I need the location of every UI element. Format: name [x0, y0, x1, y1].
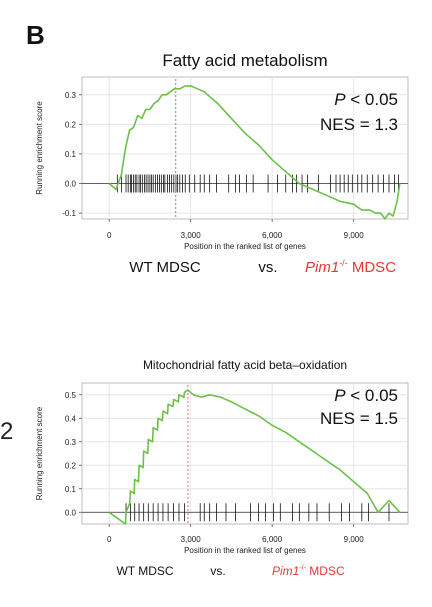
x-tick-label: 9,000	[344, 231, 365, 240]
y-tick-label: 0.1	[65, 150, 77, 159]
y-tick-label: 0.0	[65, 180, 77, 189]
x-tick-label: 3,000	[181, 535, 202, 544]
x-tick-label: 0	[107, 535, 112, 544]
versus-label: vs.	[210, 564, 225, 578]
y-tick-label: 0.2	[65, 461, 77, 470]
panel-label: B	[26, 20, 45, 50]
x-tick-label: 9,000	[344, 535, 365, 544]
stray-mark: 2	[0, 418, 14, 445]
versus-label: vs.	[258, 259, 277, 276]
x-axis-label: Position in the ranked list of genes	[184, 242, 306, 251]
group-right-label: Pim1-/- MDSC	[272, 564, 345, 578]
x-tick-label: 3,000	[181, 231, 202, 240]
y-tick-label: 0.1	[65, 485, 77, 494]
x-tick-label: 6,000	[262, 231, 283, 240]
p-value-label: P < 0.05	[334, 386, 398, 405]
chart-2: Mitochondrial fatty acid beta–oxidation 0…	[35, 358, 409, 578]
group-right-label: Pim1-/- MDSC	[305, 258, 396, 276]
chart-title: Mitochondrial fatty acid beta–oxidation	[143, 358, 347, 372]
y-tick-label: 0.4	[65, 414, 77, 423]
group-left-label: WT MDSC	[116, 564, 173, 578]
nes-label: NES = 1.3	[320, 115, 398, 134]
nes-label: NES = 1.5	[320, 409, 398, 428]
y-tick-label: 0.0	[65, 508, 77, 517]
x-axis-label: Position in the ranked list of genes	[184, 546, 306, 555]
p-value-label: P < 0.05	[334, 90, 398, 109]
y-axis-label: Running enrichment score	[35, 101, 44, 195]
x-tick-label: 6,000	[262, 535, 283, 544]
y-tick-label: 0.3	[65, 438, 77, 447]
y-axis-label: Running enrichment score	[35, 406, 44, 500]
x-tick-label: 0	[107, 231, 112, 240]
y-tick-label: 0.3	[65, 91, 77, 100]
enrichment-curve	[108, 85, 401, 220]
chart-title: Fatty acid metabolism	[162, 51, 327, 70]
y-tick-label: -0.1	[62, 209, 76, 218]
chart-1: Fatty acid metabolism -0.1 0.0 0.1 0.2 0.3 0 3,…	[35, 51, 409, 276]
y-tick-label: 0.5	[65, 391, 77, 400]
enrichment-curve	[108, 389, 401, 525]
y-tick-label: 0.2	[65, 120, 77, 129]
group-left-label: WT MDSC	[129, 259, 201, 276]
